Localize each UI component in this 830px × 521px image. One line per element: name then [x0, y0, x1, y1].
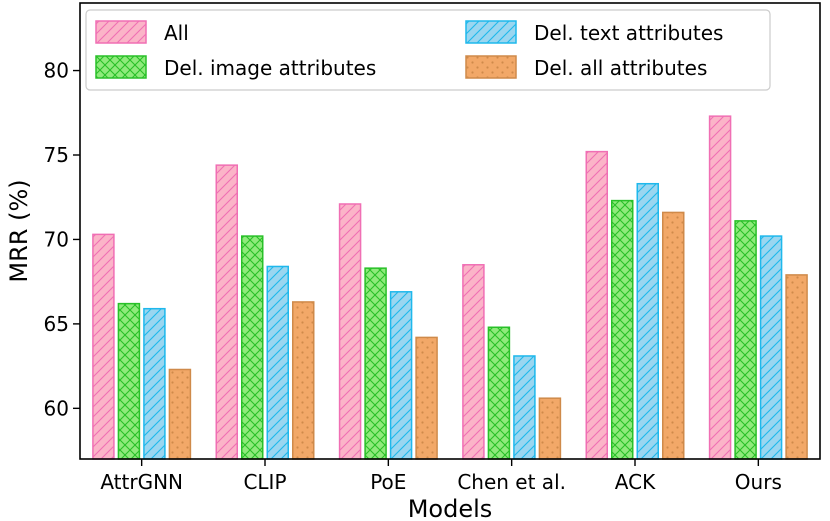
x-tick-label: Chen et al.	[457, 470, 566, 494]
legend-label: Del. text attributes	[534, 21, 723, 45]
bar	[92, 233, 115, 460]
bar	[538, 397, 562, 460]
legend-swatch	[95, 55, 147, 79]
bar	[338, 203, 362, 460]
bar	[415, 336, 438, 460]
legend-swatch	[465, 20, 517, 44]
plot-frame	[79, 2, 821, 460]
bar	[662, 211, 685, 460]
bar	[785, 274, 808, 460]
x-axis-title: Models	[408, 495, 493, 521]
bar	[143, 307, 166, 460]
bar	[759, 235, 783, 460]
y-tick-label: 65	[44, 312, 69, 336]
legend-label: Del. image attributes	[164, 56, 376, 80]
bar	[168, 368, 192, 460]
x-axis: AttrGNN CLIP PoE Chen et al. ACK Ours	[100, 459, 782, 494]
x-tick-label: AttrGNN	[100, 470, 183, 494]
bar	[462, 264, 485, 460]
bar	[364, 267, 387, 460]
bar	[292, 301, 315, 460]
y-tick-label: 80	[44, 59, 69, 83]
y-axis: 60 65 70 75 80	[44, 59, 80, 420]
bar	[241, 235, 264, 460]
x-tick-label: CLIP	[243, 470, 286, 494]
x-tick-label: Ours	[735, 470, 782, 494]
x-tick-label: ACK	[615, 470, 656, 494]
x-tick-label: PoE	[370, 470, 406, 494]
legend-swatch	[95, 20, 147, 44]
legend-frame	[85, 9, 771, 91]
legend-label: All	[164, 21, 189, 45]
bar	[266, 265, 289, 460]
bar	[585, 150, 608, 460]
y-tick-label: 75	[44, 143, 69, 167]
legend: All Del. image attributes Del. text attrib…	[85, 9, 771, 91]
y-tick-label: 60	[44, 396, 69, 420]
bar	[215, 164, 238, 460]
y-tick-label: 70	[44, 227, 69, 251]
legend-label: Del. all attributes	[534, 56, 707, 80]
bar	[117, 302, 141, 460]
legend-swatch	[465, 55, 517, 79]
y-axis-title: MRR (%)	[5, 179, 33, 282]
bar	[513, 355, 536, 460]
bar	[708, 115, 732, 460]
bar	[389, 291, 413, 460]
bar	[734, 220, 757, 460]
bar	[636, 182, 659, 460]
bar	[487, 326, 511, 460]
bars-layer	[92, 115, 808, 460]
bar	[611, 199, 634, 460]
